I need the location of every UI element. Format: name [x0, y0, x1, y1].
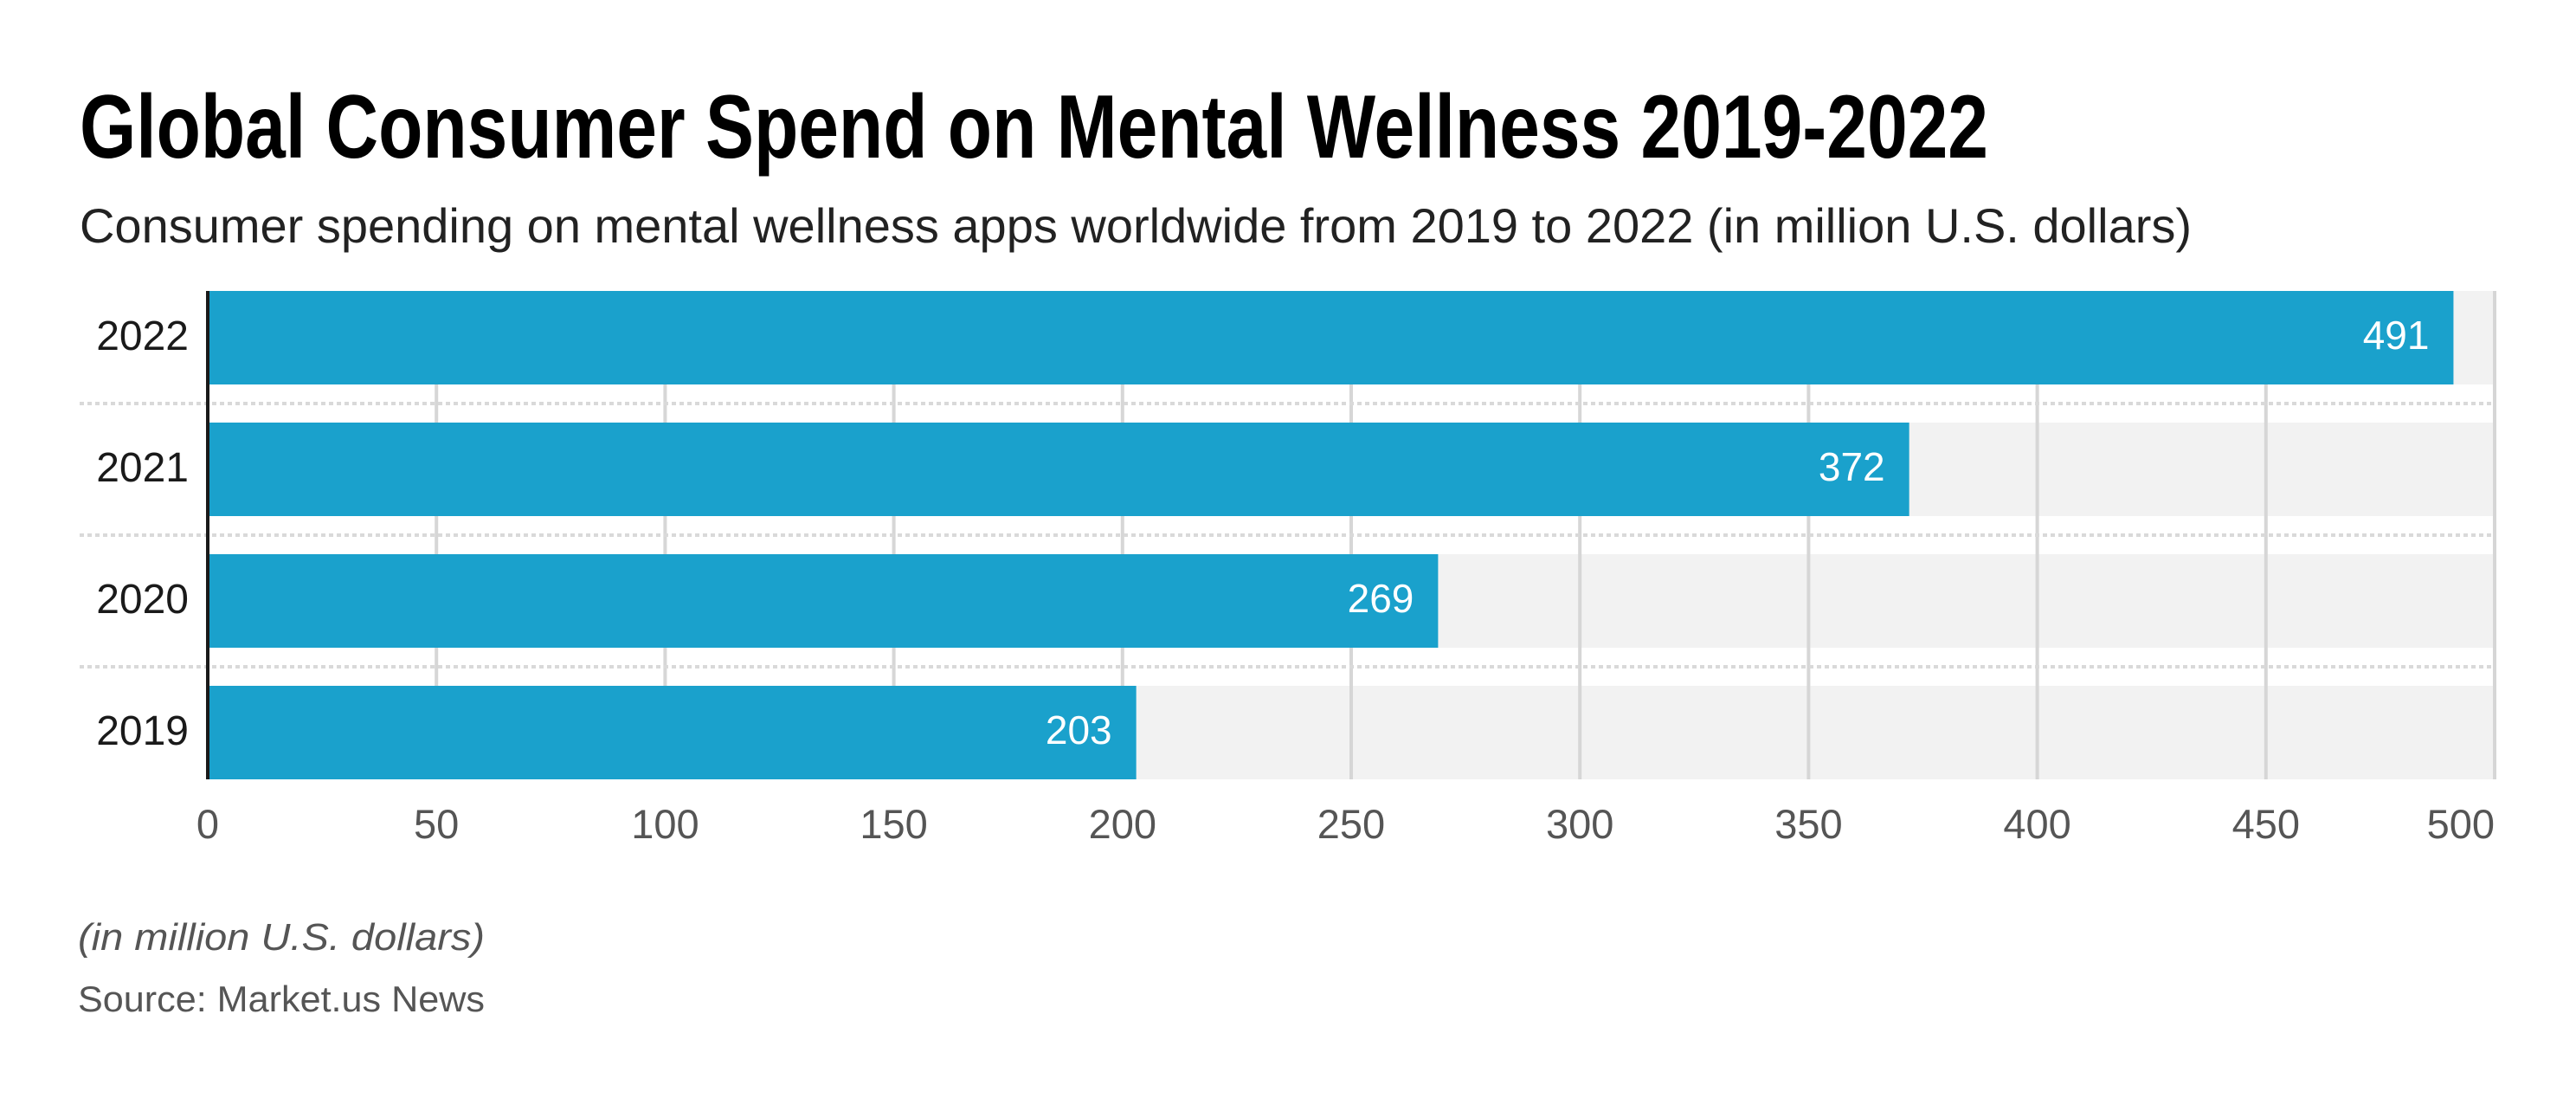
source-text: Source: Market.us News	[78, 979, 485, 1019]
bar-2022	[208, 291, 2454, 384]
category-labels: 2022 2021 2020 2019	[96, 313, 189, 754]
x-tick-label: 450	[2232, 801, 2300, 847]
x-tick-label: 0	[196, 801, 219, 847]
row-separators	[80, 402, 2495, 668]
bar-2021	[208, 423, 1909, 516]
chart-title: Global Consumer Spend on Mental Wellness…	[80, 77, 1988, 178]
value-label-2020: 269	[1348, 576, 1414, 621]
value-label-2019: 203	[1046, 707, 1112, 752]
category-label-2020: 2020	[96, 577, 189, 623]
category-label-2021: 2021	[96, 445, 189, 491]
chart-subtitle: Consumer spending on mental wellness app…	[80, 198, 2192, 253]
x-tick-label: 50	[414, 801, 459, 847]
x-tick-label: 150	[860, 801, 927, 847]
x-tick-label: 350	[1774, 801, 1842, 847]
value-labels: 491 372 269 203	[1046, 313, 2430, 752]
unit-note: (in million U.S. dollars)	[78, 916, 485, 959]
x-tick-label: 100	[631, 801, 699, 847]
category-label-2019: 2019	[96, 708, 189, 754]
x-tick-label: 300	[1546, 801, 1613, 847]
x-tick-label: 200	[1089, 801, 1156, 847]
x-tick-label: 400	[2003, 801, 2070, 847]
bar-2020	[208, 554, 1439, 648]
value-label-2021: 372	[1819, 444, 1885, 489]
value-label-2022: 491	[2363, 313, 2430, 358]
x-tick-label: 250	[1317, 801, 1385, 847]
bar-2019	[208, 686, 1137, 779]
bars	[208, 291, 2454, 779]
x-tick-label: 500	[2427, 801, 2495, 847]
x-tick-labels: 0 50 100 150 200 250 300 350 400 450 500	[196, 801, 2495, 847]
category-label-2022: 2022	[96, 313, 189, 359]
